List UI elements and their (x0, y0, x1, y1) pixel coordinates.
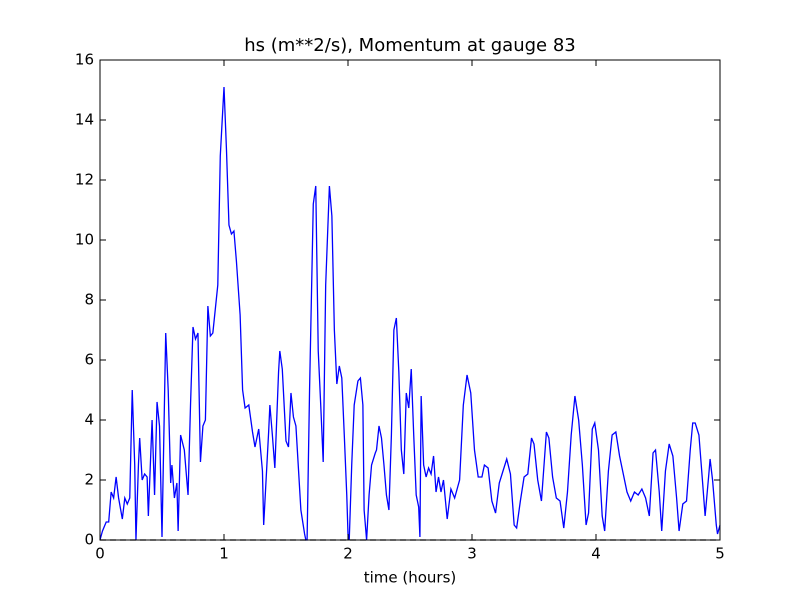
y-tick-label: 14 (75, 111, 94, 129)
x-tick-label: 5 (715, 545, 725, 563)
x-tick-label: 0 (95, 545, 105, 563)
x-tick-label: 3 (467, 545, 477, 563)
y-tick-label: 16 (75, 51, 94, 69)
x-axis-label: time (hours) (364, 569, 457, 587)
y-tick-label: 0 (84, 531, 94, 549)
x-tick-label: 1 (219, 545, 229, 563)
x-tick-label: 4 (591, 545, 601, 563)
y-tick-label: 10 (75, 231, 94, 249)
y-tick-label: 6 (84, 351, 94, 369)
chart-title: hs (m**2/s), Momentum at gauge 83 (244, 35, 576, 56)
data-line (99, 86, 721, 541)
y-tick-label: 4 (84, 411, 94, 429)
x-tick-label: 2 (343, 545, 353, 563)
y-tick-label: 12 (75, 171, 94, 189)
y-tick-label: 8 (84, 291, 94, 309)
y-tick-label: 2 (84, 471, 94, 489)
